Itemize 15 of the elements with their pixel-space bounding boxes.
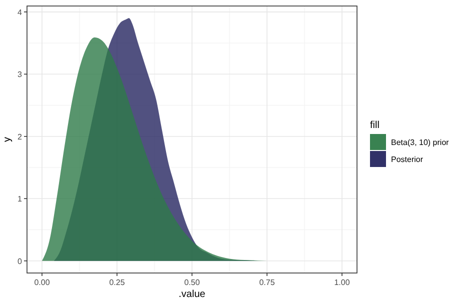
x-tick-label: 0.50 xyxy=(184,278,200,287)
y-axis-title: y xyxy=(2,137,13,142)
y-tick-label: 4 xyxy=(18,8,23,17)
legend-label: Posterior xyxy=(391,155,424,164)
x-tick-label: 0.75 xyxy=(259,278,276,287)
x-tick-label: 1.00 xyxy=(334,278,350,287)
y-tick-label: 3 xyxy=(18,70,23,80)
x-tick-label: 0.25 xyxy=(109,278,126,287)
legend-title: fill xyxy=(370,120,380,131)
y-tick-label: 2 xyxy=(18,132,23,142)
y-tick-label: 1 xyxy=(18,194,23,204)
y-tick-label: 0 xyxy=(18,256,23,266)
x-tick-label: 0.00 xyxy=(34,278,50,287)
legend-label: Beta(3, 10) prior xyxy=(391,138,450,147)
x-axis-title: .value xyxy=(178,289,206,300)
